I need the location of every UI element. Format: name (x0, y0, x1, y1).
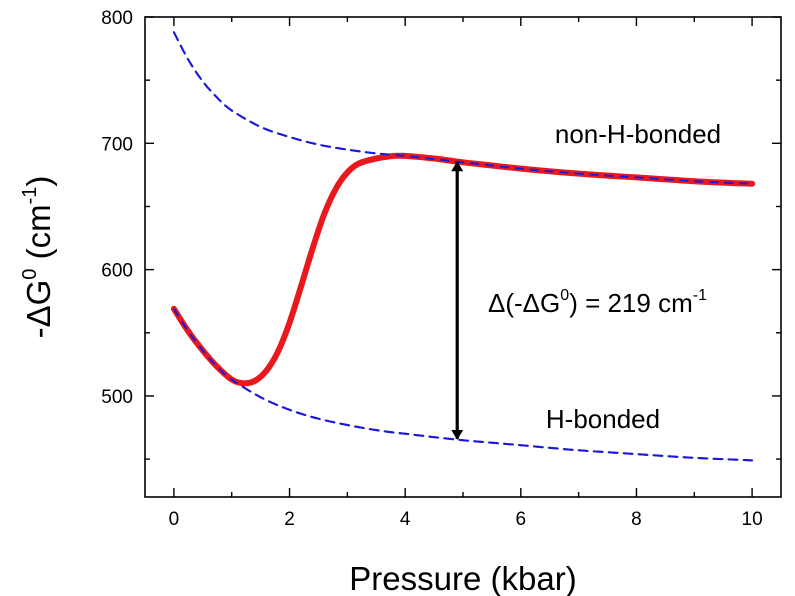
upper-dashed-curve-overlay (173, 31, 753, 185)
x-tick-label: 8 (631, 509, 642, 530)
y-tick-label: 600 (101, 261, 133, 282)
red-fit-curve (170, 152, 756, 387)
lower-curve-label: H-bonded (546, 404, 660, 434)
x-axis: 0 2 4 6 8 10 (169, 17, 763, 530)
y-tick-label: 800 (101, 8, 133, 29)
x-tick-label: 4 (400, 509, 411, 530)
y-tick-label: 700 (101, 134, 133, 155)
x-tick-label: 0 (169, 509, 180, 530)
delta-annotation: Δ(-ΔG0) = 219 cm-1 (488, 287, 707, 318)
lower-dashed-curve (172, 307, 754, 462)
y-axis-title: -ΔG0 (cm-1) (19, 176, 57, 339)
y-axis: 500 600 700 800 (101, 8, 781, 460)
x-axis-title: Pressure (kbar) (349, 560, 576, 596)
x-tick-label: 6 (516, 509, 527, 530)
lower-dashed-curve-overlay (173, 308, 753, 462)
series-layer (170, 31, 756, 462)
x-tick-label: 10 (742, 509, 763, 530)
y-tick-label: 500 (101, 387, 133, 408)
upper-curve-label: non-H-bonded (555, 119, 721, 149)
x-tick-label: 2 (284, 509, 295, 530)
plot-frame (144, 16, 782, 498)
